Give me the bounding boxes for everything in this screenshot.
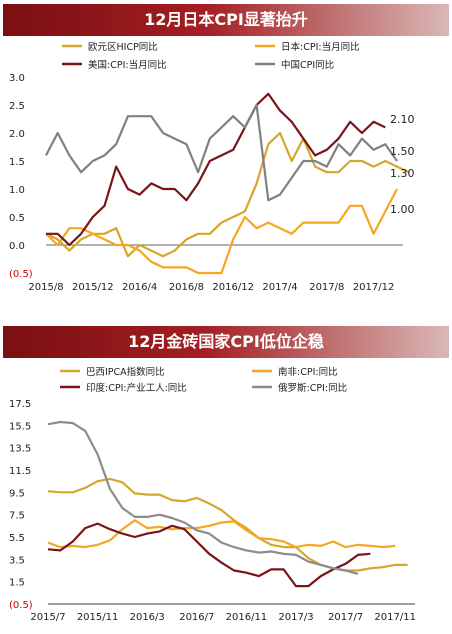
y-tick-label: 9.5 [9,488,25,499]
legend-label: 日本:CPI:当月同比 [281,41,360,53]
x-tick-label: 2016/3 [130,612,165,623]
y-tick-label: 1.5 [9,157,25,168]
x-tick-label: 2015/7 [30,612,65,623]
end-value-label: 1.50 [390,145,415,158]
end-value-label: 2.10 [390,113,415,126]
end-value-label: 1.30 [390,167,415,180]
chart-title-banner: 12月金砖国家CPI低位企稳 [3,326,449,358]
y-tick-label: 3.0 [9,73,25,84]
x-tick-label: 2017/4 [262,282,297,293]
series-line [47,420,359,575]
legend-label: 中国CPI同比 [281,59,334,71]
x-tick-label: 2017/3 [278,612,313,623]
y-tick-label: (0.5) [9,600,33,611]
chart-panel-japan-cpi: 12月日本CPI显著抬升 欧元区HICP同比 日本:CPI:当月同比美国:CPI:… [0,0,452,305]
x-tick-label: 2017/7 [328,612,363,623]
legend-label: 欧元区HICP同比 [88,41,158,53]
series-line [46,92,386,247]
y-tick-label: 11.5 [9,466,31,477]
series-line [47,522,371,588]
x-tick-label: 2017/11 [374,612,416,623]
y-tick-label: 3.5 [9,555,25,566]
chart-panel-brics-cpi: 12月金砖国家CPI低位企稳 巴西IPCA指数同比 南非:CPI:同比印度:CPI… [0,318,452,634]
x-tick-label: 2015/12 [72,282,114,293]
banner-background [3,4,449,36]
legend-label: 美国:CPI:当月同比 [88,59,167,71]
x-tick-label: 2016/8 [169,282,204,293]
y-tick-label: 2.0 [9,129,25,140]
y-tick-label: 13.5 [9,444,31,455]
y-tick-label: 15.5 [9,421,31,432]
y-tick-label: 17.5 [9,399,31,410]
legend-label: 印度:CPI:产业工人:同比 [86,382,187,394]
y-tick-label: (0.5) [9,269,33,280]
x-tick-label: 2016/11 [226,612,268,623]
y-tick-label: 1.5 [9,578,25,589]
x-tick-label: 2017/8 [309,282,344,293]
y-tick-label: 2.5 [9,101,25,112]
legend-label: 巴西IPCA指数同比 [86,366,165,378]
y-tick-label: 7.5 [9,511,25,522]
chart-title-banner: 12月日本CPI显著抬升 [3,4,449,36]
x-tick-label: 2015/8 [28,282,63,293]
x-tick-label: 2016/7 [179,612,214,623]
y-tick-label: 0.5 [9,213,25,224]
x-tick-label: 2017/12 [353,282,395,293]
x-tick-label: 2016/4 [122,282,157,293]
series-line [47,519,396,549]
x-tick-label: 2015/11 [77,612,119,623]
x-tick-label: 2016/12 [212,282,254,293]
banner-background [3,326,449,358]
series-line [45,131,410,258]
y-tick-label: 0.0 [9,241,25,252]
end-value-label: 1.00 [390,203,415,216]
y-tick-label: 5.5 [9,533,25,544]
chart-title: 12月日本CPI显著抬升 [144,10,308,29]
legend-label: 俄罗斯:CPI:同比 [278,382,347,394]
y-tick-label: 1.0 [9,185,25,196]
chart-title: 12月金砖国家CPI低位企稳 [128,332,324,351]
legend-label: 南非:CPI:同比 [278,366,338,378]
series-line [45,188,398,275]
series-line [45,103,398,202]
